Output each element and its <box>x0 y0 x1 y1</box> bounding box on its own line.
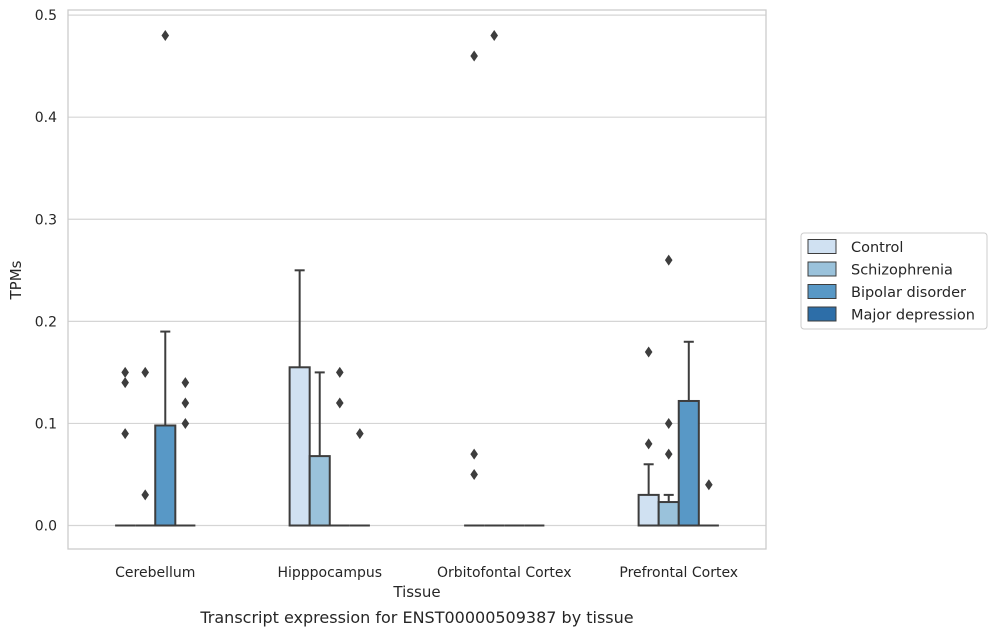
x-tick-labels: Cerebellum Hipppocampus Orbitofontal Corte… <box>115 565 738 581</box>
outlier-point <box>644 438 653 450</box>
y-tick-label: 0.4 <box>35 110 57 126</box>
y-tick-label: 0.5 <box>35 8 57 24</box>
outlier-point <box>121 377 129 389</box>
box <box>308 455 331 527</box>
legend: Control Schizophrenia Bipolar disorder Majo… <box>800 232 988 330</box>
outlier-point <box>121 366 129 378</box>
x-tick-label: Hipppocampus <box>277 565 382 581</box>
plot-background <box>68 10 766 549</box>
box <box>288 366 311 527</box>
outlier-point <box>644 346 653 358</box>
y-tick-label: 0.0 <box>35 519 57 535</box>
x-tick-label: Prefrontal Cortex <box>619 565 738 581</box>
legend-label: Control <box>851 240 903 256</box>
outlier-point <box>161 30 170 42</box>
y-tick-label: 0.3 <box>35 212 57 228</box>
x-tick-label: Orbitofontal Cortex <box>437 565 572 581</box>
outlier-points <box>121 30 713 501</box>
legend-label: Major depression <box>851 308 975 324</box>
legend-label: Bipolar disorder <box>851 285 966 301</box>
y-axis-label: TPMs <box>7 260 25 300</box>
legend-swatch <box>807 261 837 277</box>
outlier-point <box>705 479 713 491</box>
box <box>677 399 700 527</box>
outlier-point <box>470 468 478 480</box>
x-tick-label: Cerebellum <box>115 565 195 581</box>
outlier-point <box>490 30 499 42</box>
outlier-point <box>181 417 190 429</box>
plot-frame <box>67 9 767 550</box>
outlier-point <box>664 254 673 266</box>
legend-frame <box>800 232 988 330</box>
outlier-point <box>664 448 673 460</box>
outlier-point <box>664 417 673 429</box>
outlier-point <box>356 428 364 440</box>
outlier-point <box>141 366 150 378</box>
outlier-point <box>335 397 344 409</box>
box <box>154 424 177 527</box>
legend-label: Schizophrenia <box>851 263 953 279</box>
legend-swatch <box>807 239 837 254</box>
outlier-point <box>335 366 344 378</box>
box-groups <box>115 269 719 527</box>
y-tick-label: 0.2 <box>35 314 57 330</box>
outlier-point <box>470 448 478 460</box>
legend-swatch <box>807 306 837 322</box>
outlier-point <box>181 397 190 409</box>
chart-caption: Transcript expression for ENST0000050938… <box>199 608 633 627</box>
y-tick-labels: 0.0 0.1 0.2 0.3 0.4 0.5 <box>35 8 57 534</box>
outlier-point <box>141 489 150 501</box>
legend-swatch <box>807 284 837 299</box>
box <box>657 501 680 527</box>
outlier-point <box>121 428 129 440</box>
x-axis-label: Tissue <box>392 583 440 601</box>
outlier-point <box>470 50 478 62</box>
box <box>637 493 660 527</box>
y-tick-label: 0.1 <box>35 416 57 432</box>
outlier-point <box>181 377 190 389</box>
